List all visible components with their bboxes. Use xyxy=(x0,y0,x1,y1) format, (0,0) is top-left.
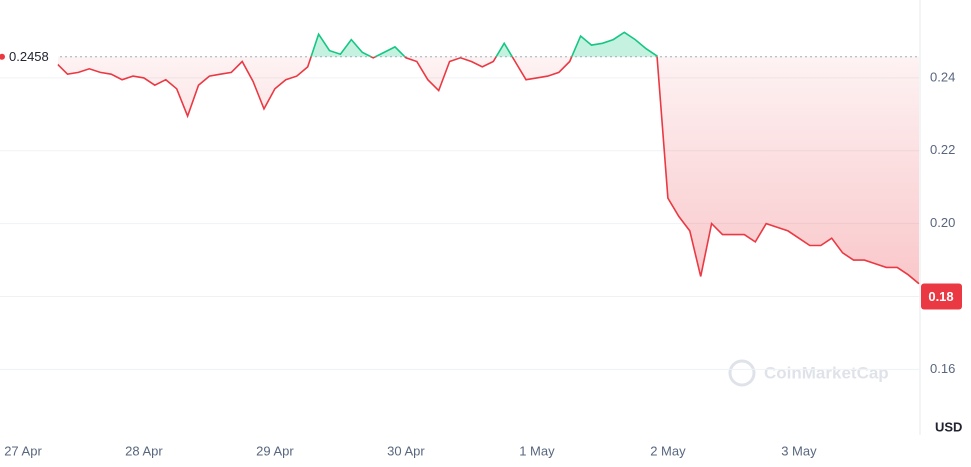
price-line-down xyxy=(1,56,920,285)
y-tick-label: 0.16 xyxy=(930,361,955,376)
watermark: CoinMarketCap xyxy=(728,359,889,387)
currency-label: USD xyxy=(935,419,962,434)
x-tick-label: 29 Apr xyxy=(256,443,294,458)
watermark-text: CoinMarketCap xyxy=(764,363,889,382)
y-tick-label: 0.22 xyxy=(930,142,955,157)
x-tick-label: 2 May xyxy=(650,443,686,458)
x-tick-label: 3 May xyxy=(781,443,817,458)
x-tick-label: 28 Apr xyxy=(125,443,163,458)
reference-label-bg xyxy=(0,46,58,67)
x-tick-label: 30 Apr xyxy=(387,443,425,458)
last-price-badge xyxy=(921,283,962,310)
area-down xyxy=(2,56,919,284)
last-price-label: 0.18 xyxy=(928,289,953,304)
reference-dot xyxy=(0,53,5,60)
x-tick-label: 1 May xyxy=(519,443,555,458)
watermark-logo xyxy=(728,359,756,387)
reference-label: 0.2458 xyxy=(9,49,49,64)
x-tick-label: 27 Apr xyxy=(4,443,42,458)
y-tick-label: 0.20 xyxy=(930,215,955,230)
y-tick-label: 0.24 xyxy=(930,69,955,84)
